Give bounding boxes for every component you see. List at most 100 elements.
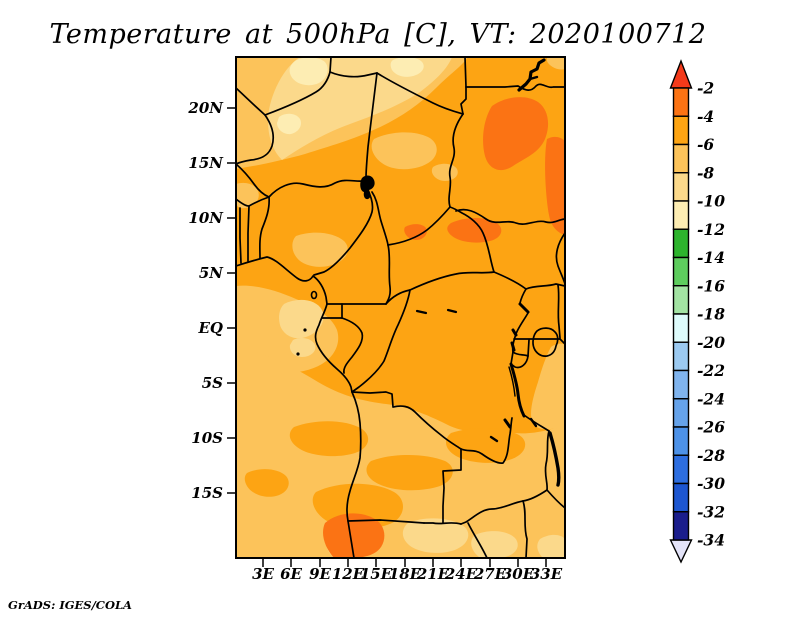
border-gabon-congo: [341, 317, 364, 374]
lake-malawi: [548, 431, 561, 487]
lake-victoria: [532, 327, 559, 357]
lon-label: 21E: [416, 565, 450, 583]
colorbar-segment: [672, 228, 690, 259]
border-egypt-libya: [464, 57, 467, 88]
border-angola-namibia: [347, 519, 425, 524]
lake-chad: [360, 175, 375, 200]
colorbar-segment: [672, 87, 690, 117]
colorbar-segment: [672, 115, 690, 146]
border-zambia-malawi: [544, 430, 550, 491]
lat-label: 10S: [191, 429, 223, 447]
colorbar-tick-label: -2: [697, 79, 714, 98]
border-caprivi-strip: [423, 522, 462, 525]
temp-region-8to10-south-b: [471, 531, 518, 557]
temp-region-6to8-east-strip: [531, 343, 565, 430]
lon-label: 18E: [389, 565, 422, 583]
border-cameroon-car: [385, 244, 392, 305]
border-niger-nigeria: [268, 179, 364, 198]
border-zambia-mozambique: [522, 489, 548, 502]
colorbar-segment: [672, 313, 690, 343]
temp-region-10to12-spot-b: [390, 57, 424, 77]
lon-label: 6E: [280, 565, 302, 583]
colorbar-tick-label: -6: [697, 135, 714, 154]
colorbar-segment: [672, 285, 690, 315]
border-sudan-ssudan: [455, 208, 565, 225]
latitude-axis: 20N 15N 10N 5N EQ 5S 10S 15S: [187, 99, 236, 502]
colorbar: -2 -4 -6 -8 -10 -12 -14 -16 -18 -20 -22 -24 -26 -28 -3…: [669, 59, 725, 564]
colorbar-tick-label: -20: [697, 333, 725, 352]
lon-label: 33E: [530, 565, 563, 583]
border-niger-chad: [365, 72, 378, 179]
border-malawi-mozambique: [546, 489, 565, 509]
border-car-ssudan: [449, 206, 495, 273]
border-burkina-ghana: [236, 196, 270, 207]
temp-region-2to4-angola-coast: [323, 513, 385, 558]
border-burundi-tanzania: [510, 355, 529, 369]
lon-label: 15E: [360, 565, 393, 583]
coastline-atlantic: [236, 256, 362, 558]
temp-region-2to4-sudan: [483, 97, 549, 171]
border-ethiopia-edge: [555, 232, 565, 285]
border-drc-uganda-north: [519, 288, 527, 304]
lon-label: 24E: [444, 565, 478, 583]
border-rwanda-burundi: [512, 351, 529, 357]
border-congo-drc: [351, 289, 411, 393]
colorbar-segment: [672, 398, 690, 428]
lat-label: 10N: [188, 209, 224, 227]
temp-region-8to10-south-d: [537, 534, 565, 558]
colorbar-tick-label: -4: [697, 107, 714, 126]
grads-credit: GrADS: IGES/COLA: [8, 598, 132, 612]
border-ssudan-drc: [493, 271, 527, 290]
colorbar-segment: [672, 256, 690, 287]
lake-kivu: [510, 341, 516, 352]
border-algeria-niger: [264, 71, 331, 116]
colorbar-tick-label: -10: [697, 192, 725, 211]
temp-region-8to10-gabon-b: [289, 337, 316, 357]
colorbar-tick-label: -24: [697, 389, 725, 408]
small-lake-dot-b: [296, 352, 300, 356]
border-uganda-kenya: [557, 284, 561, 339]
lakes: [296, 58, 561, 487]
lake-mai-ndombe: [415, 309, 428, 315]
temp-region-8to10-south-a: [402, 518, 469, 553]
border-drc-uganda-south: [515, 312, 529, 335]
colorbar-tick-label: -18: [697, 305, 725, 324]
colorbar-tick-label: -22: [697, 361, 725, 380]
border-benin-nigeria: [258, 196, 270, 259]
colorbar-segment: [672, 143, 690, 174]
temperature-field: [236, 57, 565, 558]
colorbar-tick-label: -34: [697, 531, 725, 550]
temp-region-4to6-south-b: [366, 455, 453, 491]
colorbar-tick-label: -14: [697, 248, 725, 267]
colorbar-segment: [672, 341, 690, 372]
border-angola-drc: [351, 391, 462, 450]
lake-edward: [511, 328, 518, 337]
temp-region-6to8-ne-corner: [547, 57, 565, 70]
colorbar-segment: [672, 426, 690, 456]
colorbar-tick-label: -26: [697, 418, 725, 437]
border-drc-burundi: [510, 351, 514, 365]
lake-nasser-branch: [528, 75, 539, 81]
lake-tumba: [446, 308, 458, 314]
temp-region-6to8-chad-a: [371, 132, 437, 170]
border-uganda-north: [525, 283, 565, 290]
lat-label: 15N: [188, 154, 224, 172]
lon-label: 9E: [309, 565, 331, 583]
lake-albert: [518, 302, 530, 314]
border-chad-car: [387, 206, 451, 246]
colorbar-tick-label: -30: [697, 474, 725, 493]
border-niger-libya: [329, 71, 378, 78]
lake-tanganyika-west-shore: [508, 366, 516, 397]
lake-nasser: [517, 58, 546, 92]
border-zimbabwe-mozambique: [522, 500, 528, 558]
border-burkina-niger: [236, 163, 270, 198]
border-nigeria-cameroon: [313, 185, 374, 276]
border-chad-sudan: [448, 113, 464, 208]
temp-region-8to10-gabon-a: [279, 299, 324, 339]
lake-mweru: [503, 418, 512, 429]
lon-label: 27E: [473, 565, 507, 583]
lake-rukwa: [529, 417, 538, 428]
border-congo-car: [385, 289, 411, 305]
